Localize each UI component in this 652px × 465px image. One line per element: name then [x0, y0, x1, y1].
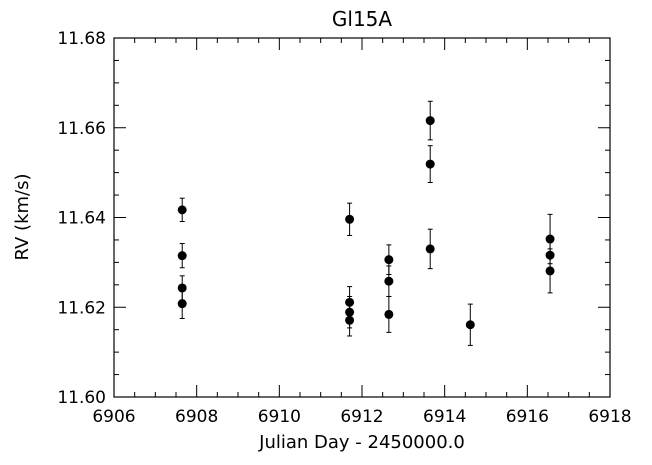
- point-marker: [177, 283, 187, 293]
- point-marker: [545, 266, 555, 276]
- data-point: [425, 100, 435, 141]
- x-tick-label: 6910: [258, 407, 301, 427]
- point-marker: [465, 320, 475, 330]
- x-tick-label: 6906: [92, 407, 135, 427]
- data-points: [177, 100, 555, 346]
- axis-ticks: [113, 37, 611, 398]
- point-marker: [425, 116, 435, 126]
- y-tick-label: 11.66: [57, 119, 106, 139]
- data-point: [177, 243, 187, 269]
- x-tick-label: 6918: [588, 407, 631, 427]
- y-tick-label: 11.62: [57, 298, 106, 318]
- y-axis-label: RV (km/s): [12, 173, 33, 260]
- plot-frame: [113, 37, 611, 398]
- y-tick-label: 11.64: [57, 209, 106, 229]
- point-marker: [345, 315, 355, 325]
- data-point: [465, 303, 475, 346]
- data-point: [345, 202, 355, 236]
- y-tick-label: 11.60: [57, 388, 106, 408]
- data-point: [345, 304, 355, 337]
- x-tick-labels: 6906 6908 6910 6912 6914 6916 6918: [92, 407, 631, 427]
- y-tick-label: 11.68: [57, 29, 106, 49]
- data-point: [425, 228, 435, 270]
- data-point: [545, 248, 555, 294]
- data-point: [177, 197, 187, 223]
- point-marker: [177, 251, 187, 261]
- x-tick-label: 6908: [175, 407, 218, 427]
- point-marker: [177, 299, 187, 309]
- y-tick-labels: 11.60 11.62 11.64 11.66 11.68: [57, 29, 106, 408]
- chart-title: Gl15A: [332, 7, 393, 31]
- x-tick-label: 6912: [340, 407, 383, 427]
- x-axis-label: Julian Day - 2450000.0: [258, 432, 465, 453]
- point-marker: [425, 159, 435, 169]
- x-tick-label: 6916: [506, 407, 549, 427]
- point-marker: [384, 309, 394, 319]
- point-marker: [384, 255, 394, 265]
- point-marker: [425, 244, 435, 254]
- point-marker: [384, 276, 394, 286]
- data-point: [425, 145, 435, 183]
- point-marker: [345, 214, 355, 224]
- data-point: [384, 295, 394, 333]
- data-point: [384, 265, 394, 297]
- x-tick-label: 6914: [423, 407, 466, 427]
- data-point: [177, 288, 187, 319]
- point-marker: [177, 205, 187, 215]
